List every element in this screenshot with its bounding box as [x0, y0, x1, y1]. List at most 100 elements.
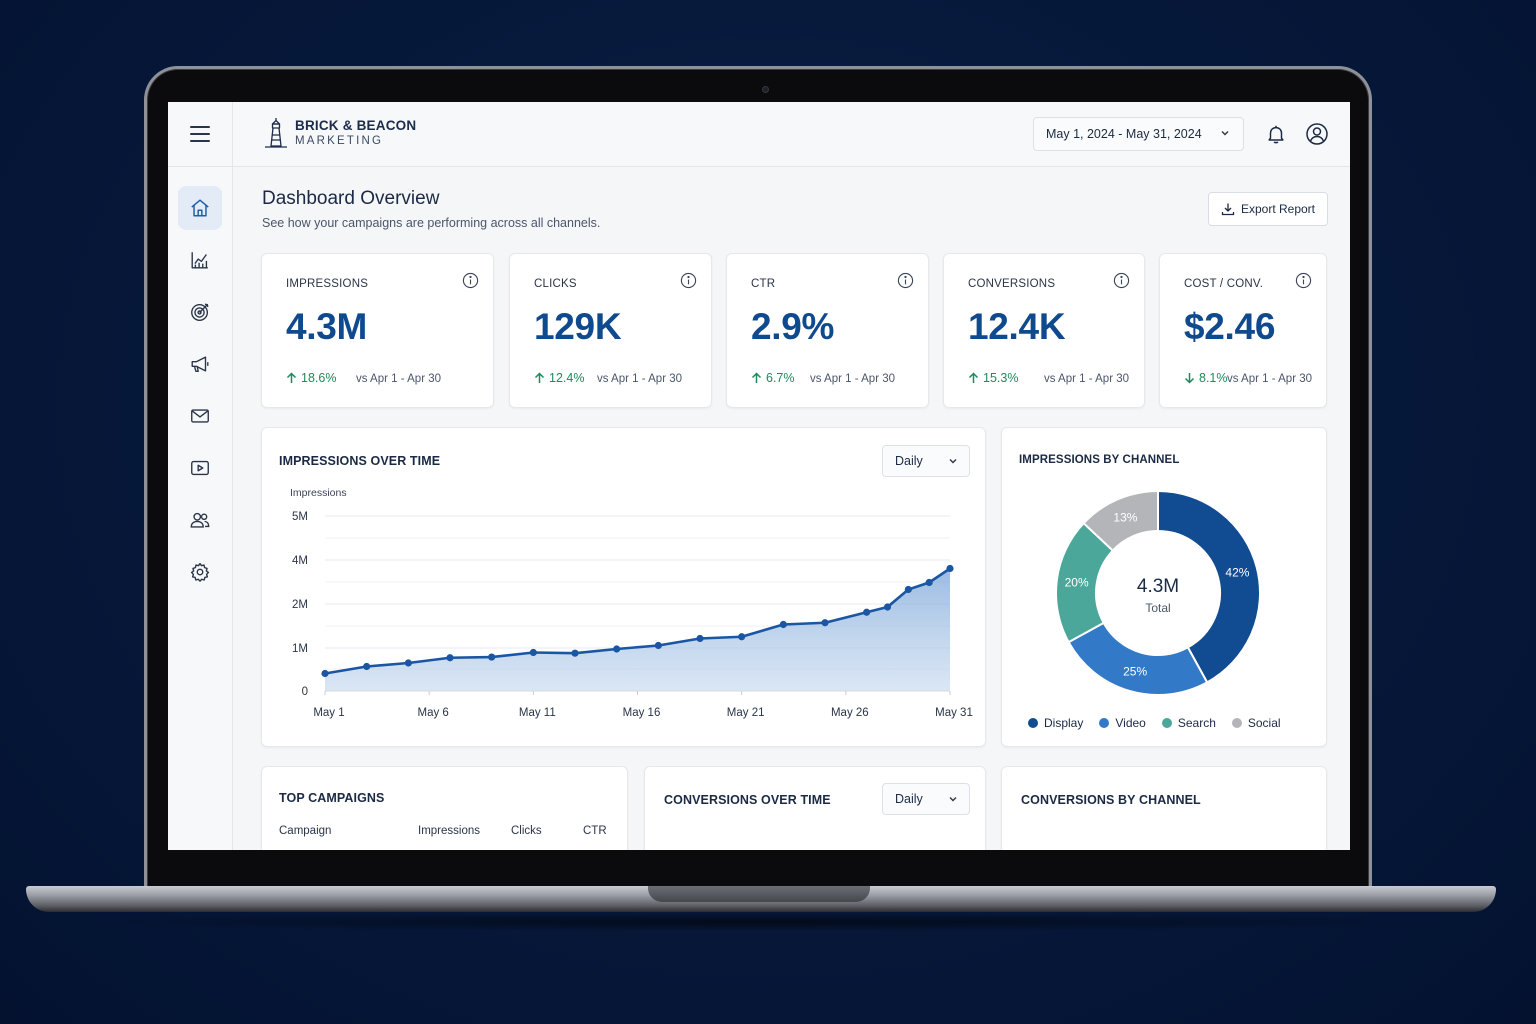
donut-slice-display[interactable] [1157, 489, 1261, 684]
legend-item-social[interactable]: Social [1231, 716, 1281, 730]
sidebar-divider [168, 166, 233, 167]
column-header-impressions[interactable]: Impressions [418, 825, 480, 837]
x-tick-label: May 31 [935, 707, 973, 719]
impressions-granularity-value: Daily [895, 454, 923, 468]
kpi-compare-period: vs Apr 1 - Apr 30 [356, 373, 442, 385]
info-icon[interactable] [897, 272, 914, 289]
user-avatar-icon[interactable] [1305, 122, 1329, 146]
sidebar-item-audience[interactable] [178, 498, 222, 542]
date-range-select[interactable]: May 1, 2024 - May 31, 2024 [1033, 117, 1244, 151]
conversions-granularity-select[interactable]: Daily [882, 783, 970, 815]
data-point[interactable] [404, 659, 412, 667]
data-point[interactable] [446, 654, 454, 662]
legend-label: Search [1177, 716, 1216, 730]
gear-icon [190, 562, 210, 582]
data-point[interactable] [696, 634, 704, 643]
target-icon [191, 303, 209, 321]
kpi-compare-period: vs Apr 1 - Apr 30 [810, 373, 896, 385]
donut-slice-social[interactable] [1082, 489, 1159, 552]
page-title: Dashboard Overview [262, 188, 440, 209]
data-point[interactable] [883, 603, 892, 611]
column-header-campaign[interactable]: Campaign [279, 825, 332, 837]
data-point[interactable] [821, 619, 829, 627]
kpi-card-ctr[interactable]: CTR 2.9% 6.7% vs Apr 1 - Apr 30 [726, 253, 929, 408]
donut-center-value: 4.3M [1137, 576, 1179, 597]
laptop-notch [648, 886, 870, 902]
impressions-area-chart: Impressions 0 1M 2M 4M 5M May 1 May 6 May 11 May … [290, 487, 973, 719]
slice-value-label: 13% [1113, 511, 1137, 525]
data-point[interactable] [321, 669, 329, 678]
sidebar-item-video[interactable] [178, 446, 222, 490]
page-subtitle: See how your campaigns are performing ac… [262, 216, 601, 230]
chart-icon [191, 252, 208, 269]
column-header-ctr[interactable]: CTR [583, 825, 607, 837]
date-range-value: May 1, 2024 - May 31, 2024 [1046, 127, 1202, 141]
y-axis-label: Impressions [290, 487, 347, 499]
chevron-down-icon [949, 459, 957, 464]
mail-icon [191, 409, 209, 423]
impressions-granularity-select[interactable]: Daily [882, 445, 970, 477]
kpi-change: 8.1% [1184, 371, 1228, 385]
column-header-clicks[interactable]: Clicks [511, 825, 542, 837]
sidebar-item-campaigns[interactable] [178, 342, 222, 386]
data-point[interactable] [571, 649, 579, 657]
kpi-value: 129K [534, 306, 622, 347]
info-icon[interactable] [462, 272, 479, 289]
impressions-donut-chart: 42% 25% 20% 13% 4.3M Total [1055, 489, 1261, 696]
info-icon[interactable] [680, 272, 697, 289]
legend-swatch [1099, 718, 1110, 728]
kpi-card-clicks[interactable]: CLICKS 129K 12.4% vs Apr 1 - Apr 30 [509, 253, 712, 408]
legend-item-search[interactable]: Search [1161, 716, 1216, 730]
arrow-up-icon [534, 372, 545, 383]
data-point[interactable] [779, 620, 787, 629]
megaphone-icon [191, 356, 209, 373]
brand-logo[interactable]: BRICK & BEACON MARKETING [263, 116, 416, 150]
arrow-down-icon [1184, 373, 1195, 384]
data-point[interactable] [529, 648, 537, 657]
data-point[interactable] [654, 641, 662, 650]
data-point[interactable] [863, 608, 871, 616]
impressions-over-time-card: IMPRESSIONS OVER TIME Daily Impressions 0… [261, 427, 986, 747]
donut-slice-video[interactable] [1067, 621, 1209, 696]
impressions-by-channel-card: IMPRESSIONS BY CHANNEL 42% 25% 20% 13% 4.3M T… [1001, 427, 1327, 747]
kpi-card-cost-conv[interactable]: COST / CONV. $2.46 8.1% vs Apr 1 - Apr 30 [1159, 253, 1327, 408]
data-point[interactable] [946, 564, 954, 573]
top-campaigns-title: TOP CAMPAIGNS [279, 791, 385, 805]
arrow-up-icon [751, 372, 762, 383]
conversions-channel-title: CONVERSIONS BY CHANNEL [1021, 793, 1201, 807]
kpi-label: CLICKS [534, 278, 577, 290]
data-point[interactable] [904, 585, 912, 594]
bell-icon[interactable] [1265, 123, 1287, 145]
data-point[interactable] [925, 578, 933, 587]
data-point[interactable] [738, 633, 746, 641]
kpi-label: CONVERSIONS [968, 278, 1056, 290]
info-icon[interactable] [1113, 272, 1130, 289]
home-icon [191, 199, 209, 217]
export-report-button[interactable]: Export Report [1208, 192, 1328, 226]
legend-swatch [1028, 718, 1038, 728]
x-tick-label: May 16 [623, 707, 661, 719]
dashboard-screen: BRICK & BEACON MARKETING May 1, 2024 - M… [168, 102, 1350, 850]
data-point[interactable] [488, 653, 496, 661]
y-tick-label: 4M [292, 555, 308, 567]
data-point[interactable] [363, 662, 371, 671]
kpi-card-conversions[interactable]: CONVERSIONS 12.4K 15.3% vs Apr 1 - Apr 30 [943, 253, 1145, 408]
sidebar-item-settings[interactable] [178, 550, 222, 594]
slice-value-label: 25% [1123, 665, 1147, 679]
webcam [762, 86, 769, 93]
kpi-card-impressions[interactable]: IMPRESSIONS 4.3M 18.6% vs Apr 1 - Apr 30 [261, 253, 494, 408]
kpi-compare-period: vs Apr 1 - Apr 30 [1044, 373, 1130, 385]
x-tick-label: May 1 [313, 707, 344, 719]
sidebar-item-home[interactable] [178, 186, 222, 230]
sidebar-item-analytics[interactable] [178, 238, 222, 282]
data-point[interactable] [613, 645, 621, 653]
kpi-change-value: 8.1% [1199, 371, 1228, 385]
legend-item-display[interactable]: Display [1028, 716, 1083, 730]
sidebar-item-email[interactable] [178, 394, 222, 438]
channel-legend: Display Video Search Social [1028, 716, 1281, 730]
info-icon[interactable] [1295, 272, 1312, 289]
conversions-over-time-card: CONVERSIONS OVER TIME Daily [644, 766, 986, 850]
sidebar-item-targeting[interactable] [178, 290, 222, 334]
menu-icon[interactable] [190, 126, 210, 142]
legend-item-video[interactable]: Video [1099, 716, 1146, 730]
